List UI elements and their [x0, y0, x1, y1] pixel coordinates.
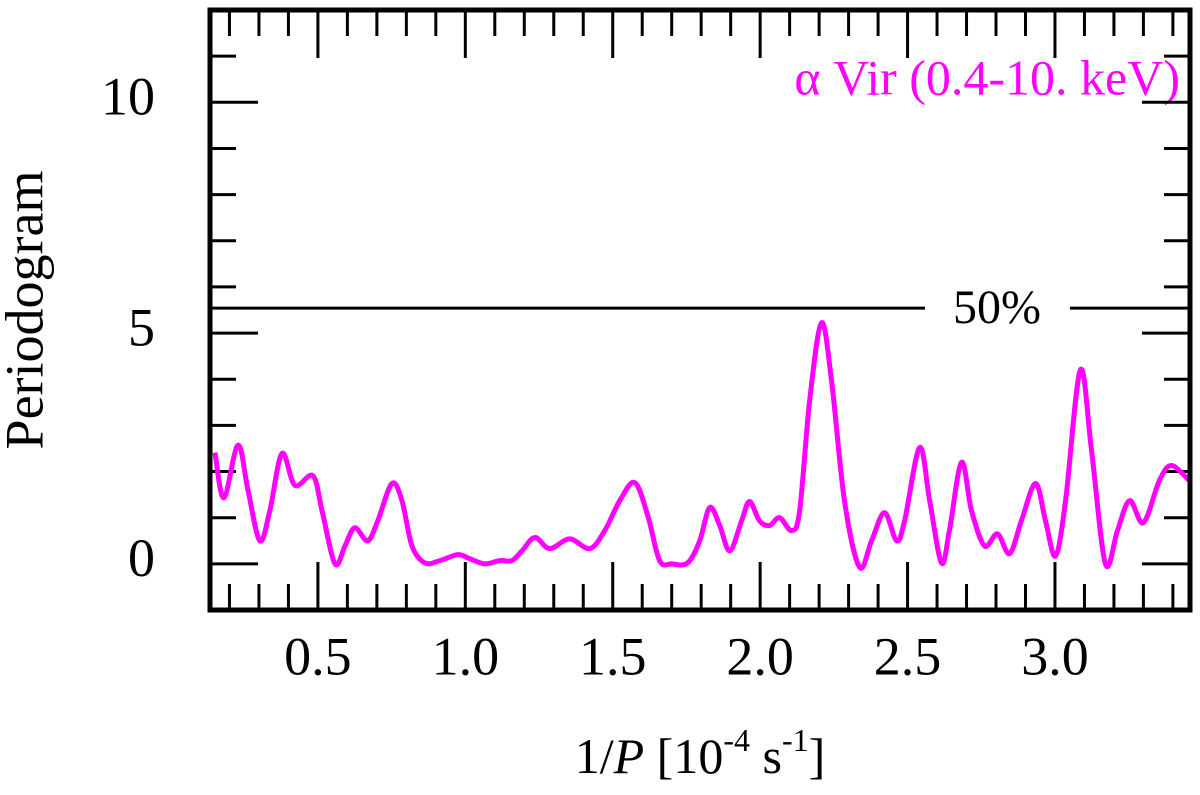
x-axis-label-part: s	[750, 728, 782, 784]
series-line	[212, 320, 1190, 571]
x-tick-label: 0.5	[284, 626, 352, 686]
y-tick-label: 0	[128, 528, 155, 588]
annotation: α Vir (0.4-10. keV)	[794, 49, 1180, 105]
plot-frame	[207, 7, 1193, 613]
y-axis-label: Periodogram	[0, 171, 54, 450]
threshold-label: 50%	[953, 281, 1041, 334]
x-tick-label: 1.5	[579, 626, 647, 686]
y-tick-label: 10	[101, 67, 155, 127]
x-axis-label: 1/P [10-4 s-1]	[575, 722, 826, 784]
x-tick-label: 3.0	[1021, 626, 1089, 686]
x-tick-label: 1.0	[432, 626, 500, 686]
x-axis-label-part: [10	[644, 728, 723, 784]
x-axis-label-part: P	[613, 728, 645, 784]
x-axis-label-part: ]	[809, 728, 826, 784]
y-tick-label: 5	[128, 297, 155, 357]
x-tick-label: 2.0	[726, 626, 794, 686]
x-tick-label: 2.5	[874, 626, 942, 686]
x-axis-label-part: -1	[782, 722, 809, 758]
x-axis-label-part: -4	[723, 722, 750, 758]
x-axis-label-part: 1/	[575, 728, 614, 784]
